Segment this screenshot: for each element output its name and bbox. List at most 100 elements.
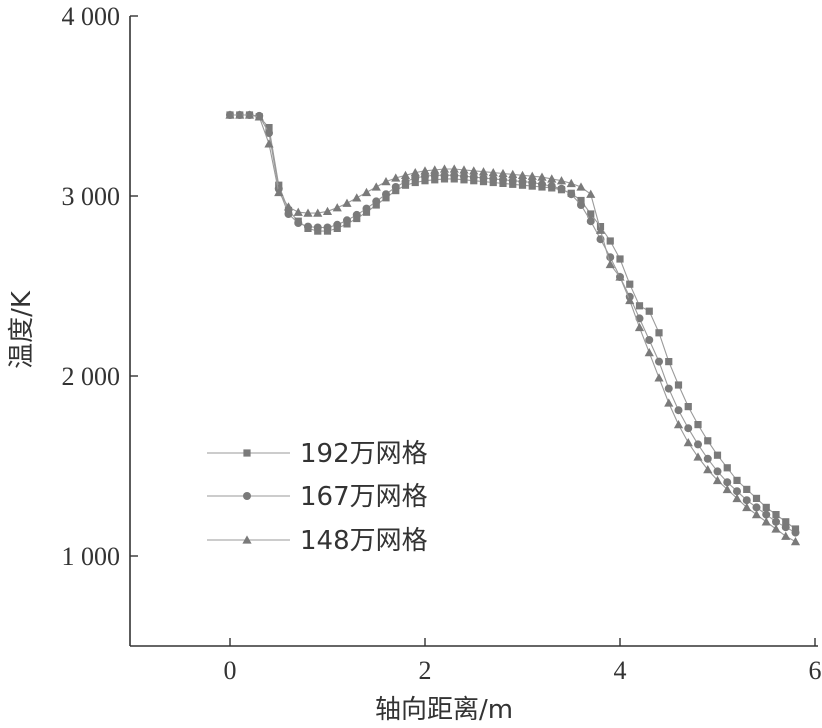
data-point-circle (294, 219, 303, 227)
data-point-circle (557, 184, 566, 193)
data-point-square (431, 176, 439, 184)
data-point-square (762, 503, 770, 511)
data-point-triangle (781, 531, 791, 540)
data-point-square (587, 210, 595, 218)
series-3 (225, 110, 801, 546)
data-point-triangle (361, 187, 372, 197)
data-point-triangle (771, 524, 781, 533)
data-point-circle (781, 523, 790, 532)
legend-item: 192万网格 (207, 439, 428, 469)
data-point-square (655, 329, 663, 337)
data-point-square (743, 485, 751, 493)
data-point-square (606, 237, 614, 245)
x-tick-label: 6 (809, 656, 822, 685)
data-point-triangle (293, 207, 303, 216)
data-point-triangle (683, 438, 693, 447)
x-tick-label: 0 (224, 656, 237, 685)
data-point-circle (323, 223, 332, 232)
data-point-triangle (654, 373, 664, 382)
data-point-square (752, 494, 761, 502)
data-point-triangle (254, 112, 264, 121)
y-tick-label: 2 000 (62, 362, 121, 391)
data-point-triangle (586, 189, 596, 198)
data-point-triangle (761, 517, 771, 526)
data-point-triangle (381, 177, 391, 186)
data-point-circle (538, 180, 546, 189)
data-point-square (421, 177, 429, 185)
data-point-circle (499, 175, 507, 184)
data-point-square (704, 437, 712, 445)
y-tick-label: 4 000 (62, 2, 121, 31)
data-point-triangle (400, 170, 411, 179)
data-point-square (616, 255, 624, 263)
data-point-triangle (478, 167, 489, 176)
data-point-circle (343, 216, 351, 225)
data-point-triangle (712, 475, 723, 485)
data-point-triangle (605, 259, 615, 269)
data-point-triangle (517, 170, 528, 179)
data-point-triangle (488, 168, 498, 177)
data-point-square (243, 449, 251, 457)
data-point-square (772, 511, 780, 519)
data-point-circle (479, 174, 488, 182)
data-point-circle (304, 222, 312, 231)
data-point-circle (333, 220, 342, 229)
data-point-triangle (703, 465, 713, 474)
data-point-circle (655, 357, 663, 366)
data-point-triangle (449, 164, 459, 173)
data-point-square (674, 381, 683, 389)
data-point-triangle (615, 272, 625, 281)
legend-label: 192万网格 (300, 439, 428, 469)
data-point-triangle (644, 348, 654, 357)
data-point-triangle (391, 173, 401, 182)
data-point-triangle (742, 502, 752, 512)
data-point-triangle (508, 169, 518, 179)
data-point-circle (508, 176, 517, 185)
x-tick-label: 2 (419, 656, 432, 685)
data-point-square (782, 518, 790, 526)
data-point-circle (791, 528, 800, 537)
series-layer (225, 110, 801, 546)
data-point-circle (284, 210, 293, 218)
data-point-circle (684, 424, 693, 433)
data-point-square (665, 358, 673, 366)
data-point-circle (518, 177, 527, 186)
data-point-triangle (790, 537, 801, 546)
data-point-triangle (303, 208, 313, 217)
legend: 192万网格 167万网格 148万网格 (207, 439, 428, 556)
data-point-circle (352, 210, 361, 219)
data-point-triangle (732, 493, 742, 503)
ticks: 0 2 4 6 1 000 2 000 3 000 4 000 (62, 2, 822, 685)
data-point-circle (382, 190, 390, 199)
data-point-triangle (225, 110, 235, 119)
data-point-triangle (244, 110, 255, 119)
x-axis-label: 轴向距离/m (375, 695, 513, 725)
data-point-triangle (634, 322, 645, 332)
data-point-square (626, 280, 634, 288)
data-point-circle (460, 172, 468, 181)
data-point-circle (265, 129, 273, 137)
data-point-triangle (459, 165, 469, 174)
data-point-circle (762, 510, 771, 519)
data-point-circle (752, 503, 761, 512)
data-point-circle (469, 173, 478, 182)
data-point-triangle (342, 198, 352, 207)
data-point-triangle (410, 168, 420, 177)
data-point-circle (733, 487, 741, 496)
data-point-triangle (664, 398, 674, 407)
data-point-triangle (274, 187, 284, 197)
data-point-triangle (498, 168, 508, 178)
data-point-triangle (566, 178, 576, 188)
data-point-circle (713, 467, 722, 476)
data-point-square (635, 302, 644, 310)
data-point-triangle (527, 171, 537, 180)
data-point-square (577, 196, 585, 205)
x-tick-label: 4 (614, 656, 627, 685)
data-point-circle (772, 517, 780, 526)
data-point-triangle (264, 139, 274, 148)
data-point-circle (664, 384, 673, 393)
data-point-circle (313, 223, 322, 232)
data-point-circle (694, 440, 702, 449)
data-point-circle (391, 183, 400, 191)
data-point-triangle (673, 420, 684, 429)
